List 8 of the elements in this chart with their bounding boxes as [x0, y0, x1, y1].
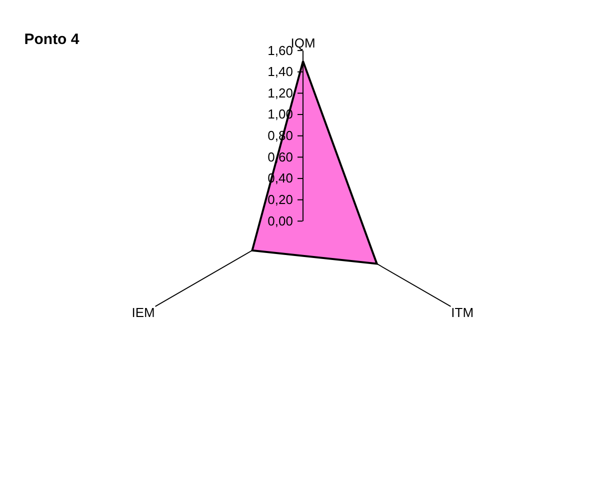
spoke-label: ITM — [451, 305, 474, 320]
y-tick-label: 0,00 — [268, 213, 293, 228]
chart-title: Ponto 4 — [24, 31, 80, 48]
y-tick-label: 1,60 — [268, 42, 293, 58]
y-tick-label: 1,40 — [268, 64, 293, 80]
y-tick-label: 0,20 — [268, 192, 293, 208]
spoke-label: IEM — [132, 305, 155, 320]
y-tick-label: 1,20 — [268, 85, 293, 100]
